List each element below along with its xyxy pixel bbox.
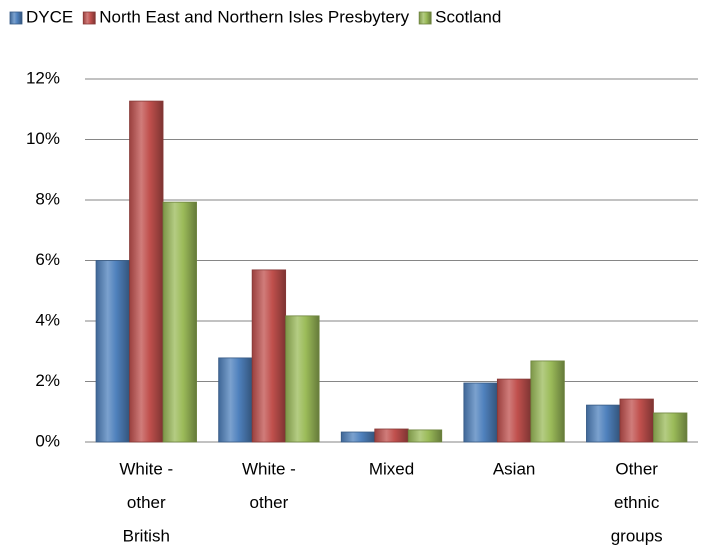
x-tick-label: White -	[242, 459, 296, 478]
y-tick-label: 2%	[35, 371, 60, 390]
x-tick-label: other	[250, 493, 289, 512]
x-tick-label: British	[123, 526, 170, 545]
bar	[285, 315, 320, 443]
y-tick-label: 6%	[35, 250, 60, 269]
legend-swatch	[9, 11, 23, 25]
bar	[129, 100, 164, 443]
legend-label: DYCE	[26, 7, 73, 26]
legend-swatch	[82, 11, 96, 25]
y-tick-label: 8%	[35, 189, 60, 208]
y-tick-label: 12%	[26, 68, 60, 87]
y-tick-label: 4%	[35, 310, 60, 329]
y-tick-label: 10%	[26, 129, 60, 148]
bar	[653, 412, 688, 443]
bar	[162, 201, 197, 443]
legend-label: North East and Northern Isles Presbytery	[99, 7, 409, 26]
x-tick-label: other	[127, 493, 166, 512]
legend-label: Scotland	[435, 7, 501, 26]
legend-swatch	[418, 11, 432, 25]
bar	[251, 269, 287, 443]
bar	[586, 404, 621, 443]
bar	[619, 398, 654, 443]
bar	[530, 360, 565, 443]
x-tick-label: ethnic	[614, 493, 660, 512]
bar	[374, 428, 409, 443]
x-tick-label: Other	[615, 459, 658, 478]
y-tick-label: 0%	[35, 431, 60, 450]
bar	[340, 431, 376, 443]
bar	[218, 357, 253, 443]
x-tick-label: groups	[611, 526, 663, 545]
bar	[496, 378, 532, 443]
bar	[463, 382, 498, 443]
x-tick-label: Asian	[493, 459, 536, 478]
x-tick-label: Mixed	[369, 459, 414, 478]
x-tick-label: White -	[119, 459, 173, 478]
bar	[407, 429, 443, 443]
bar	[95, 260, 130, 443]
